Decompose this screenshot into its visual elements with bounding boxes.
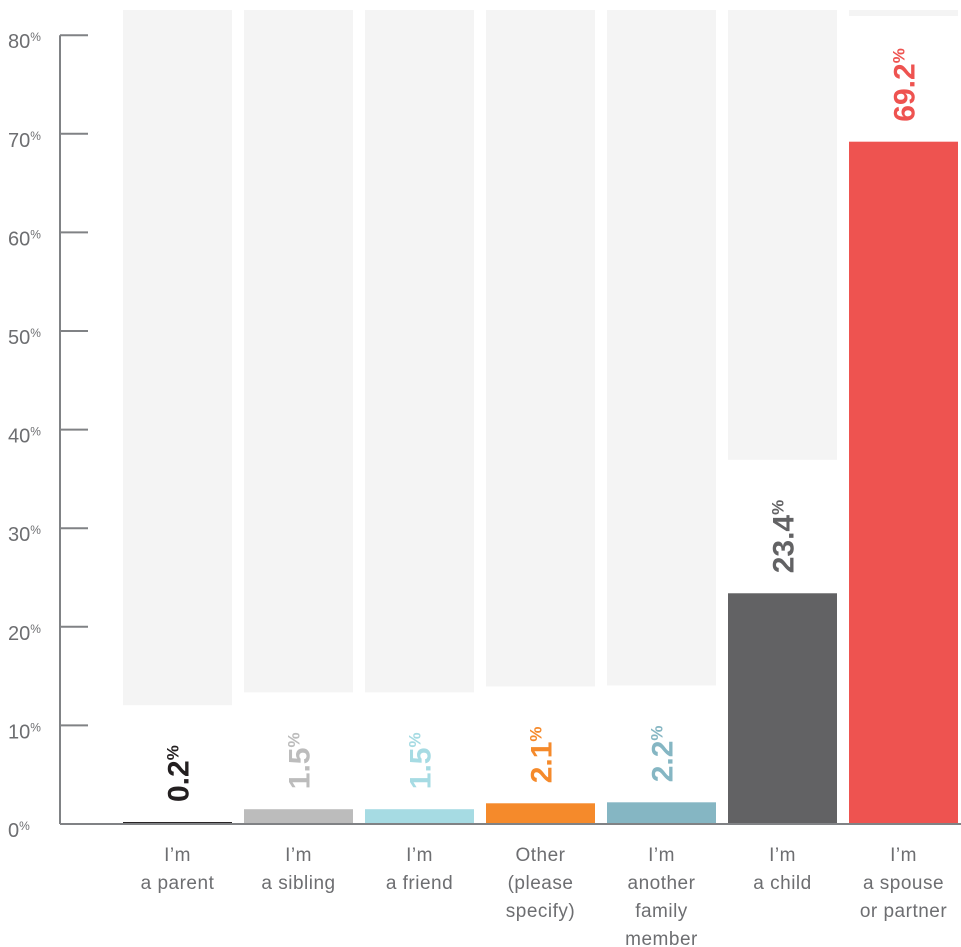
- category-labels: I’m a parent I’m a sibling I’m a friend Other(…: [141, 845, 948, 947]
- background-bar: [607, 10, 716, 686]
- y-tick-label: 70%: [8, 129, 41, 152]
- bar: [486, 803, 595, 824]
- background-bar: [123, 10, 232, 706]
- background-bar: [486, 10, 595, 687]
- category-label: I’m a child: [753, 845, 811, 894]
- background-bar: [365, 10, 474, 693]
- bar: [728, 593, 837, 824]
- value-label: 2.1%: [526, 726, 559, 783]
- y-tick-label: 40%: [8, 425, 41, 448]
- y-tick-label: 10%: [8, 720, 41, 743]
- bar: [244, 809, 353, 824]
- value-label: 1.5%: [284, 732, 317, 789]
- y-tick-label: 50%: [8, 326, 41, 349]
- background-bar: [244, 10, 353, 693]
- bar: [365, 809, 474, 824]
- value-label: 2.2%: [647, 725, 680, 782]
- category-label: I’m a parent: [141, 845, 215, 894]
- y-tick-label: 60%: [8, 227, 41, 250]
- category-label: I’m a spouse or partner: [860, 845, 948, 922]
- category-label: I’m another family member: [625, 845, 698, 947]
- y-tick-label: 30%: [8, 523, 41, 546]
- background-bar: [849, 10, 958, 16]
- y-axis: 0% 10% 20% 30% 40% 50% 60% 70% 80%: [8, 30, 961, 842]
- data-bars: [123, 141, 958, 825]
- value-labels: 0.2% 1.5% 1.5% 2.1% 2.2% 23.4% 69.2%: [163, 48, 922, 802]
- value-label: 23.4%: [768, 500, 801, 574]
- value-label: 1.5%: [405, 732, 438, 789]
- y-tick-label: 0%: [8, 819, 30, 842]
- bar: [607, 802, 716, 824]
- y-tick-label: 80%: [8, 30, 41, 53]
- value-label: 0.2%: [163, 745, 196, 802]
- bar: [849, 141, 958, 825]
- background-bar: [728, 10, 837, 460]
- category-label: I’m a friend: [386, 845, 453, 894]
- background-bars: [123, 10, 958, 706]
- category-label: I’m a sibling: [261, 845, 335, 894]
- value-label: 69.2%: [889, 48, 922, 122]
- y-tick-label: 20%: [8, 622, 41, 645]
- category-label: Other (please specify): [506, 845, 575, 922]
